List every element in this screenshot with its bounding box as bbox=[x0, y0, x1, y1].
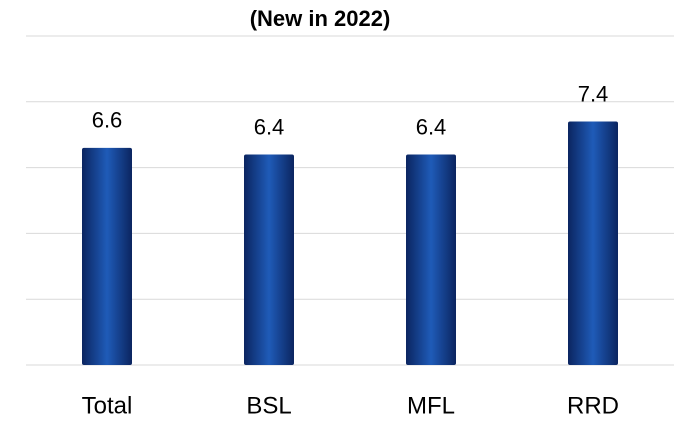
x-tick-label: Total bbox=[82, 392, 133, 419]
value-label: 6.6 bbox=[92, 108, 123, 133]
x-tick-label: RRD bbox=[567, 392, 619, 419]
value-label: 7.4 bbox=[578, 81, 609, 106]
x-tick-label: BSL bbox=[246, 392, 291, 419]
value-label: 6.4 bbox=[254, 114, 285, 139]
bar bbox=[82, 147, 132, 365]
value-label: 6.4 bbox=[416, 114, 447, 139]
bar bbox=[406, 154, 456, 365]
chart-title: (New in 2022) bbox=[250, 6, 391, 31]
x-tick-label: MFL bbox=[407, 392, 455, 419]
bar bbox=[244, 154, 294, 365]
bar bbox=[568, 121, 618, 365]
